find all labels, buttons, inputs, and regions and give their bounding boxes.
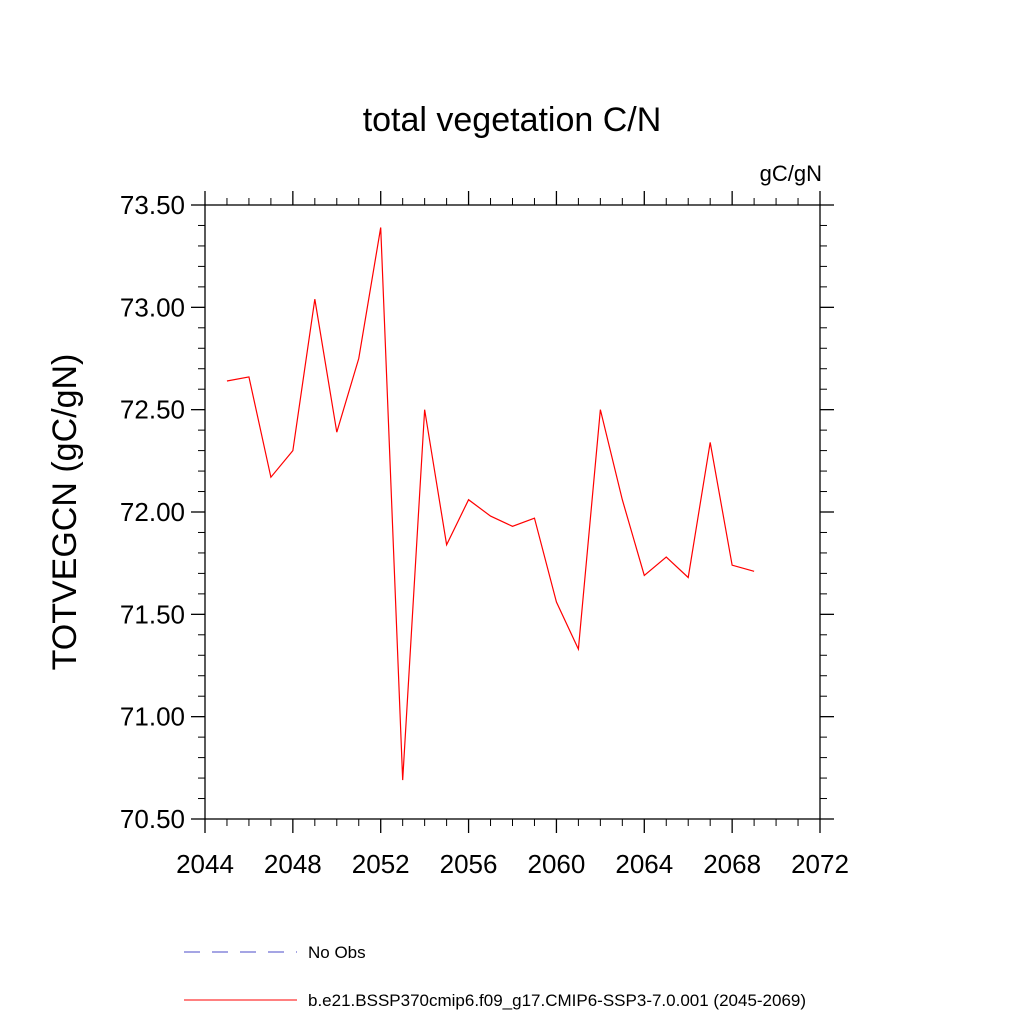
x-tick-label: 2044 (176, 849, 234, 879)
y-tick-label: 72.00 (120, 497, 185, 527)
plot-area-frame (204, 204, 821, 820)
units-label: gC/gN (760, 161, 822, 186)
x-tick-label: 2068 (703, 849, 761, 879)
y-tick-label: 71.00 (120, 702, 185, 732)
axis-ticks (191, 191, 834, 833)
legend: No Obs b.e21.BSSP370cmip6.f09_g17.CMIP6-S… (184, 943, 806, 1010)
legend-label-0: No Obs (308, 943, 366, 962)
y-tick-label: 73.50 (120, 190, 185, 220)
y-tick-label: 73.00 (120, 292, 185, 322)
legend-label-1: b.e21.BSSP370cmip6.f09_g17.CMIP6-SSP3-7.… (308, 991, 806, 1010)
x-tick-label: 2064 (615, 849, 673, 879)
y-axis-label: TOTVEGCN (gC/gN) (46, 354, 84, 671)
x-tick-label: 2056 (440, 849, 498, 879)
y-tick-label: 70.50 (120, 804, 185, 834)
axis-tick-labels: 2044 2048 2052 2056 2060 2064 2068 2072 70.50 71.… (120, 190, 849, 879)
series-line-1 (226, 227, 755, 781)
x-tick-label: 2072 (791, 849, 849, 879)
series-lines (226, 227, 755, 781)
x-tick-label: 2048 (264, 849, 322, 879)
y-tick-label: 72.50 (120, 395, 185, 425)
x-tick-label: 2052 (352, 849, 410, 879)
chart-title: total vegetation C/N (363, 101, 662, 139)
y-tick-label: 71.50 (120, 599, 185, 629)
x-tick-label: 2060 (528, 849, 586, 879)
